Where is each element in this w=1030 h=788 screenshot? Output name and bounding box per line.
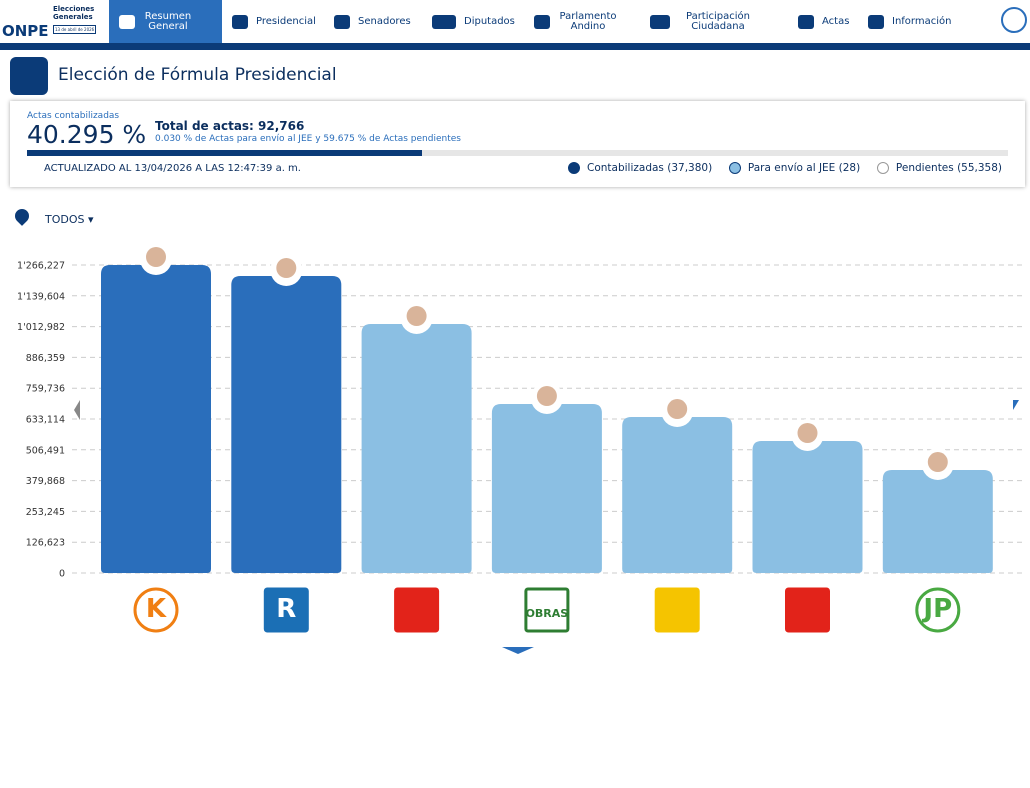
bar (231, 276, 342, 573)
progress-track (27, 150, 1008, 156)
nav-label: Participación Ciudadana (685, 10, 750, 32)
nav-label: Resumen General (144, 10, 192, 32)
y-tick-label: 126,623 (26, 538, 65, 549)
y-tick-label: 1'266,227 (17, 261, 65, 272)
brand-date: 13 de abril de 2026 (53, 25, 97, 34)
legend-label: Pendientes (55,358) (895, 162, 1003, 174)
candidate-face (536, 385, 557, 406)
y-tick-label: 1'012,982 (17, 322, 65, 333)
party-logo-text: JP (921, 594, 952, 624)
nav-item[interactable]: Presidencial (232, 0, 316, 43)
candidate-face (667, 399, 688, 420)
party-logo (133, 587, 179, 633)
party-logo-text: K (146, 594, 167, 624)
bar (882, 470, 993, 573)
candidate-face (927, 452, 948, 473)
updated: ACTUALIZADO AL 13/04/2026 A LAS 12:47:39… (44, 163, 301, 174)
y-tick-label: 886,359 (26, 353, 65, 364)
party-logo (394, 587, 440, 633)
filter-label: TODOS (45, 213, 85, 226)
bar (752, 440, 863, 573)
nav-item[interactable]: Diputados (432, 0, 515, 43)
candidate-face (276, 258, 297, 279)
detail: 0.030 % de Actas para envío al JEE y 59.… (155, 134, 461, 144)
nav-label: Información (892, 15, 952, 27)
bar (101, 265, 211, 573)
percent: 40.295 % (27, 120, 147, 149)
nav-item[interactable]: Senadores (334, 0, 411, 43)
candidate-face (146, 247, 166, 267)
nav-label: Presidencial (256, 15, 316, 27)
summary-card: Actas contabilizadas 40.295 % Total de a… (10, 101, 1025, 187)
party-logo (915, 587, 961, 633)
nav-label: Senadores (358, 15, 411, 27)
brand-title: Elecciones Generales (53, 5, 95, 21)
legend-label: Para envío al JEE (28) (747, 162, 861, 174)
y-tick-label: 379,868 (26, 476, 65, 487)
nav-label: Actas (822, 15, 850, 27)
nav-label: Parlamento Andino (559, 10, 617, 32)
y-tick-label: 633,114 (26, 414, 65, 425)
nav-item[interactable]: Actas (798, 0, 849, 43)
nav-label: Diputados (464, 15, 515, 27)
caption: Actas contabilizadas (27, 111, 120, 121)
location-icon (12, 206, 32, 226)
y-tick-label: 506,491 (26, 445, 65, 456)
nav-item[interactable]: Resumen General (109, 0, 222, 43)
bar (361, 323, 472, 573)
y-tick-label: 0 (59, 569, 65, 580)
bar (622, 417, 733, 573)
legend-label: Contabilizadas (37,380) (587, 162, 713, 174)
nav-item[interactable]: Información (868, 0, 951, 43)
y-tick-label: 1'139,604 (17, 291, 65, 302)
next-arrow[interactable] (1013, 400, 1019, 420)
filter[interactable]: TODOS ▾ (45, 213, 94, 226)
candidate-face (406, 305, 427, 326)
candidate-face (797, 422, 818, 443)
legend: Contabilizadas (37,380) Para envío al JE… (568, 162, 1002, 174)
y-tick-label: 253,245 (26, 507, 65, 518)
page-title: Elección de Fórmula Presidencial (58, 65, 337, 85)
party-logo-text: OBRAS (526, 607, 569, 620)
bar (491, 403, 602, 573)
party-logo (263, 587, 309, 633)
nav-item[interactable]: Parlamento Andino (534, 0, 618, 43)
party-logo-text: R (276, 594, 296, 624)
progress-bar (27, 150, 423, 156)
nav-item[interactable]: Participación Ciudadana (650, 0, 758, 43)
navbar: ONPE Elecciones Generales 13 de abril de… (0, 0, 1030, 50)
accessibility-button[interactable] (1001, 7, 1027, 33)
emblem (10, 57, 48, 95)
expand-arrow[interactable] (502, 647, 534, 654)
prev-arrow[interactable] (74, 400, 80, 420)
y-tick-label: 759,736 (26, 384, 65, 395)
party-logo (785, 587, 830, 633)
chart: 0 126,623 253,245 379,868 506,491 633,114 759,… (17, 243, 1025, 654)
total: Total de actas: 92,766 (155, 119, 305, 133)
party-logo (524, 587, 570, 633)
brand[interactable]: ONPE (2, 22, 49, 40)
party-logo (654, 587, 700, 633)
